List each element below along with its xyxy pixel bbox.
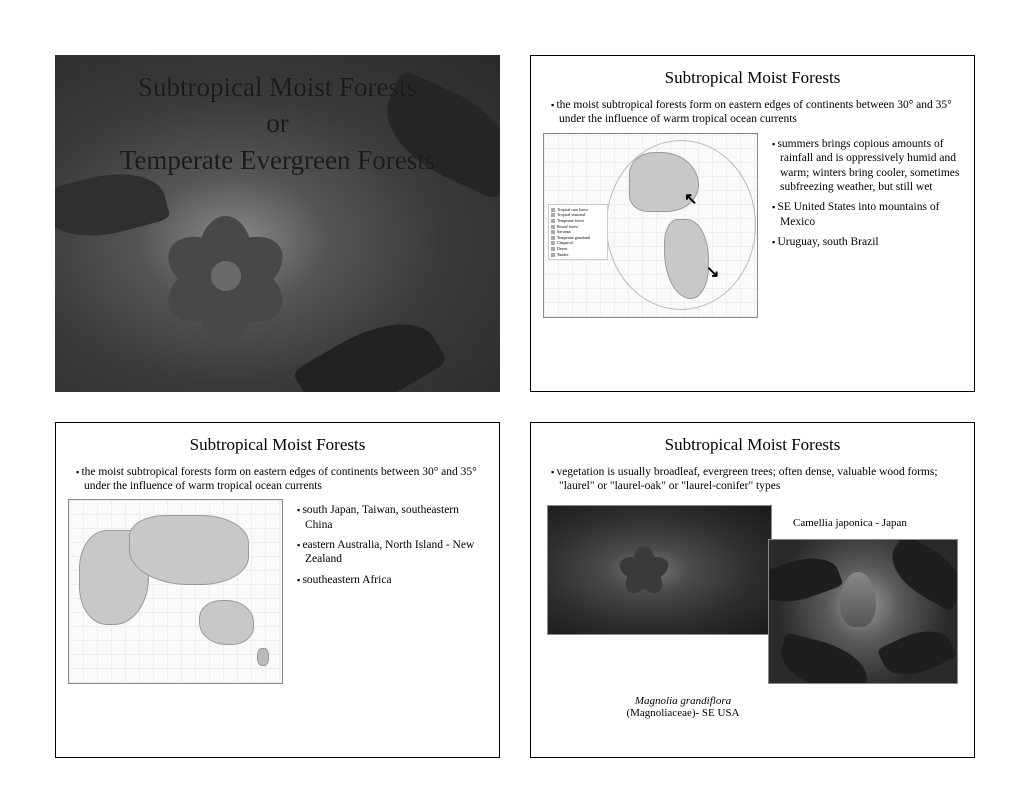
slide-4: Subtropical Moist Forests vegetation is … <box>530 422 975 759</box>
photo-magnolia <box>768 539 958 684</box>
title-line: or <box>55 105 500 141</box>
leaf-shape <box>292 301 448 391</box>
title-line: Temperate Evergreen Forests <box>55 142 500 178</box>
bullet-text: eastern Australia, North Island - New Ze… <box>297 538 487 567</box>
bullet-text: south Japan, Taiwan, southeastern China <box>297 503 487 532</box>
map-old-world <box>68 499 283 684</box>
map-americas: ↖ ↘ Tropical rain forest Tropical season… <box>543 133 758 318</box>
flower-illustration <box>166 206 286 326</box>
slide-4-title: Subtropical Moist Forests <box>543 435 962 455</box>
bullet-text: southeastern Africa <box>297 573 487 587</box>
slide-2-bullets: summers brings copious amounts of rainfa… <box>768 133 962 318</box>
caption-rest: - Japan <box>873 517 907 529</box>
caption-sci: Magnolia grandiflora <box>635 695 731 707</box>
slide-4-intro: vegetation is usually broadleaf, evergre… <box>551 465 962 494</box>
caption-camellia: Camellia japonica - Japan <box>793 517 907 529</box>
caption-sci: Camellia japonica <box>793 517 873 529</box>
bullet-text: SE United States into mountains of Mexic… <box>772 200 962 229</box>
slide-1-title: Subtropical Moist Forests or Temperate E… <box>55 69 500 178</box>
caption-magnolia: Magnolia grandiflora (Magnoliaceae)- SE … <box>603 695 763 719</box>
title-line: Subtropical Moist Forests <box>55 69 500 105</box>
slide-2: Subtropical Moist Forests the moist subt… <box>530 55 975 392</box>
slide-3-intro: the moist subtropical forests form on ea… <box>76 465 487 494</box>
slide-1: Subtropical Moist Forests or Temperate E… <box>55 55 500 392</box>
slide-3-bullets: south Japan, Taiwan, southeastern China … <box>293 499 487 684</box>
slide-3-title: Subtropical Moist Forests <box>68 435 487 455</box>
slide-2-intro: the moist subtropical forests form on ea… <box>551 98 962 127</box>
slide-2-title: Subtropical Moist Forests <box>543 68 962 88</box>
photo-camellia <box>547 505 772 635</box>
slide-3: Subtropical Moist Forests the moist subt… <box>55 422 500 759</box>
caption-rest: (Magnoliaceae)- SE USA <box>626 707 739 719</box>
bullet-text: summers brings copious amounts of rainfa… <box>772 137 962 195</box>
map-legend: Tropical rain forest Tropical seasonal T… <box>548 204 608 260</box>
slide-grid: Subtropical Moist Forests or Temperate E… <box>0 0 1020 788</box>
bullet-text: Uruguay, south Brazil <box>772 235 962 249</box>
